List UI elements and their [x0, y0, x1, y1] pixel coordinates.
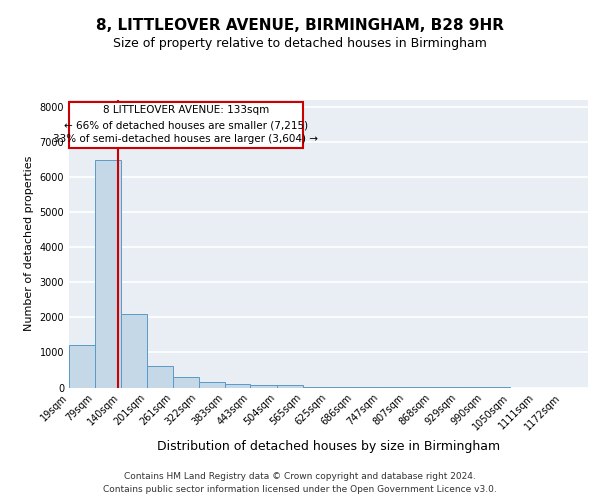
Bar — [199, 382, 225, 388]
Text: 8 LITTLEOVER AVENUE: 133sqm: 8 LITTLEOVER AVENUE: 133sqm — [103, 105, 269, 115]
Text: ← 66% of detached houses are smaller (7,215): ← 66% of detached houses are smaller (7,… — [64, 120, 308, 130]
Bar — [225, 384, 250, 388]
Text: Contains HM Land Registry data © Crown copyright and database right 2024.: Contains HM Land Registry data © Crown c… — [124, 472, 476, 481]
Y-axis label: Number of detached properties: Number of detached properties — [24, 156, 34, 332]
Bar — [69, 346, 95, 388]
X-axis label: Distribution of detached houses by size in Birmingham: Distribution of detached houses by size … — [157, 440, 500, 453]
Text: Contains public sector information licensed under the Open Government Licence v3: Contains public sector information licen… — [103, 485, 497, 494]
Bar — [121, 314, 147, 388]
Bar — [277, 386, 302, 388]
Bar — [95, 160, 121, 388]
FancyBboxPatch shape — [69, 102, 302, 148]
Bar — [173, 377, 199, 388]
Text: 8, LITTLEOVER AVENUE, BIRMINGHAM, B28 9HR: 8, LITTLEOVER AVENUE, BIRMINGHAM, B28 9H… — [96, 18, 504, 32]
Text: Size of property relative to detached houses in Birmingham: Size of property relative to detached ho… — [113, 38, 487, 51]
Bar — [302, 387, 328, 388]
Bar — [147, 366, 173, 388]
Bar — [250, 386, 277, 388]
Text: 33% of semi-detached houses are larger (3,604) →: 33% of semi-detached houses are larger (… — [53, 134, 319, 144]
